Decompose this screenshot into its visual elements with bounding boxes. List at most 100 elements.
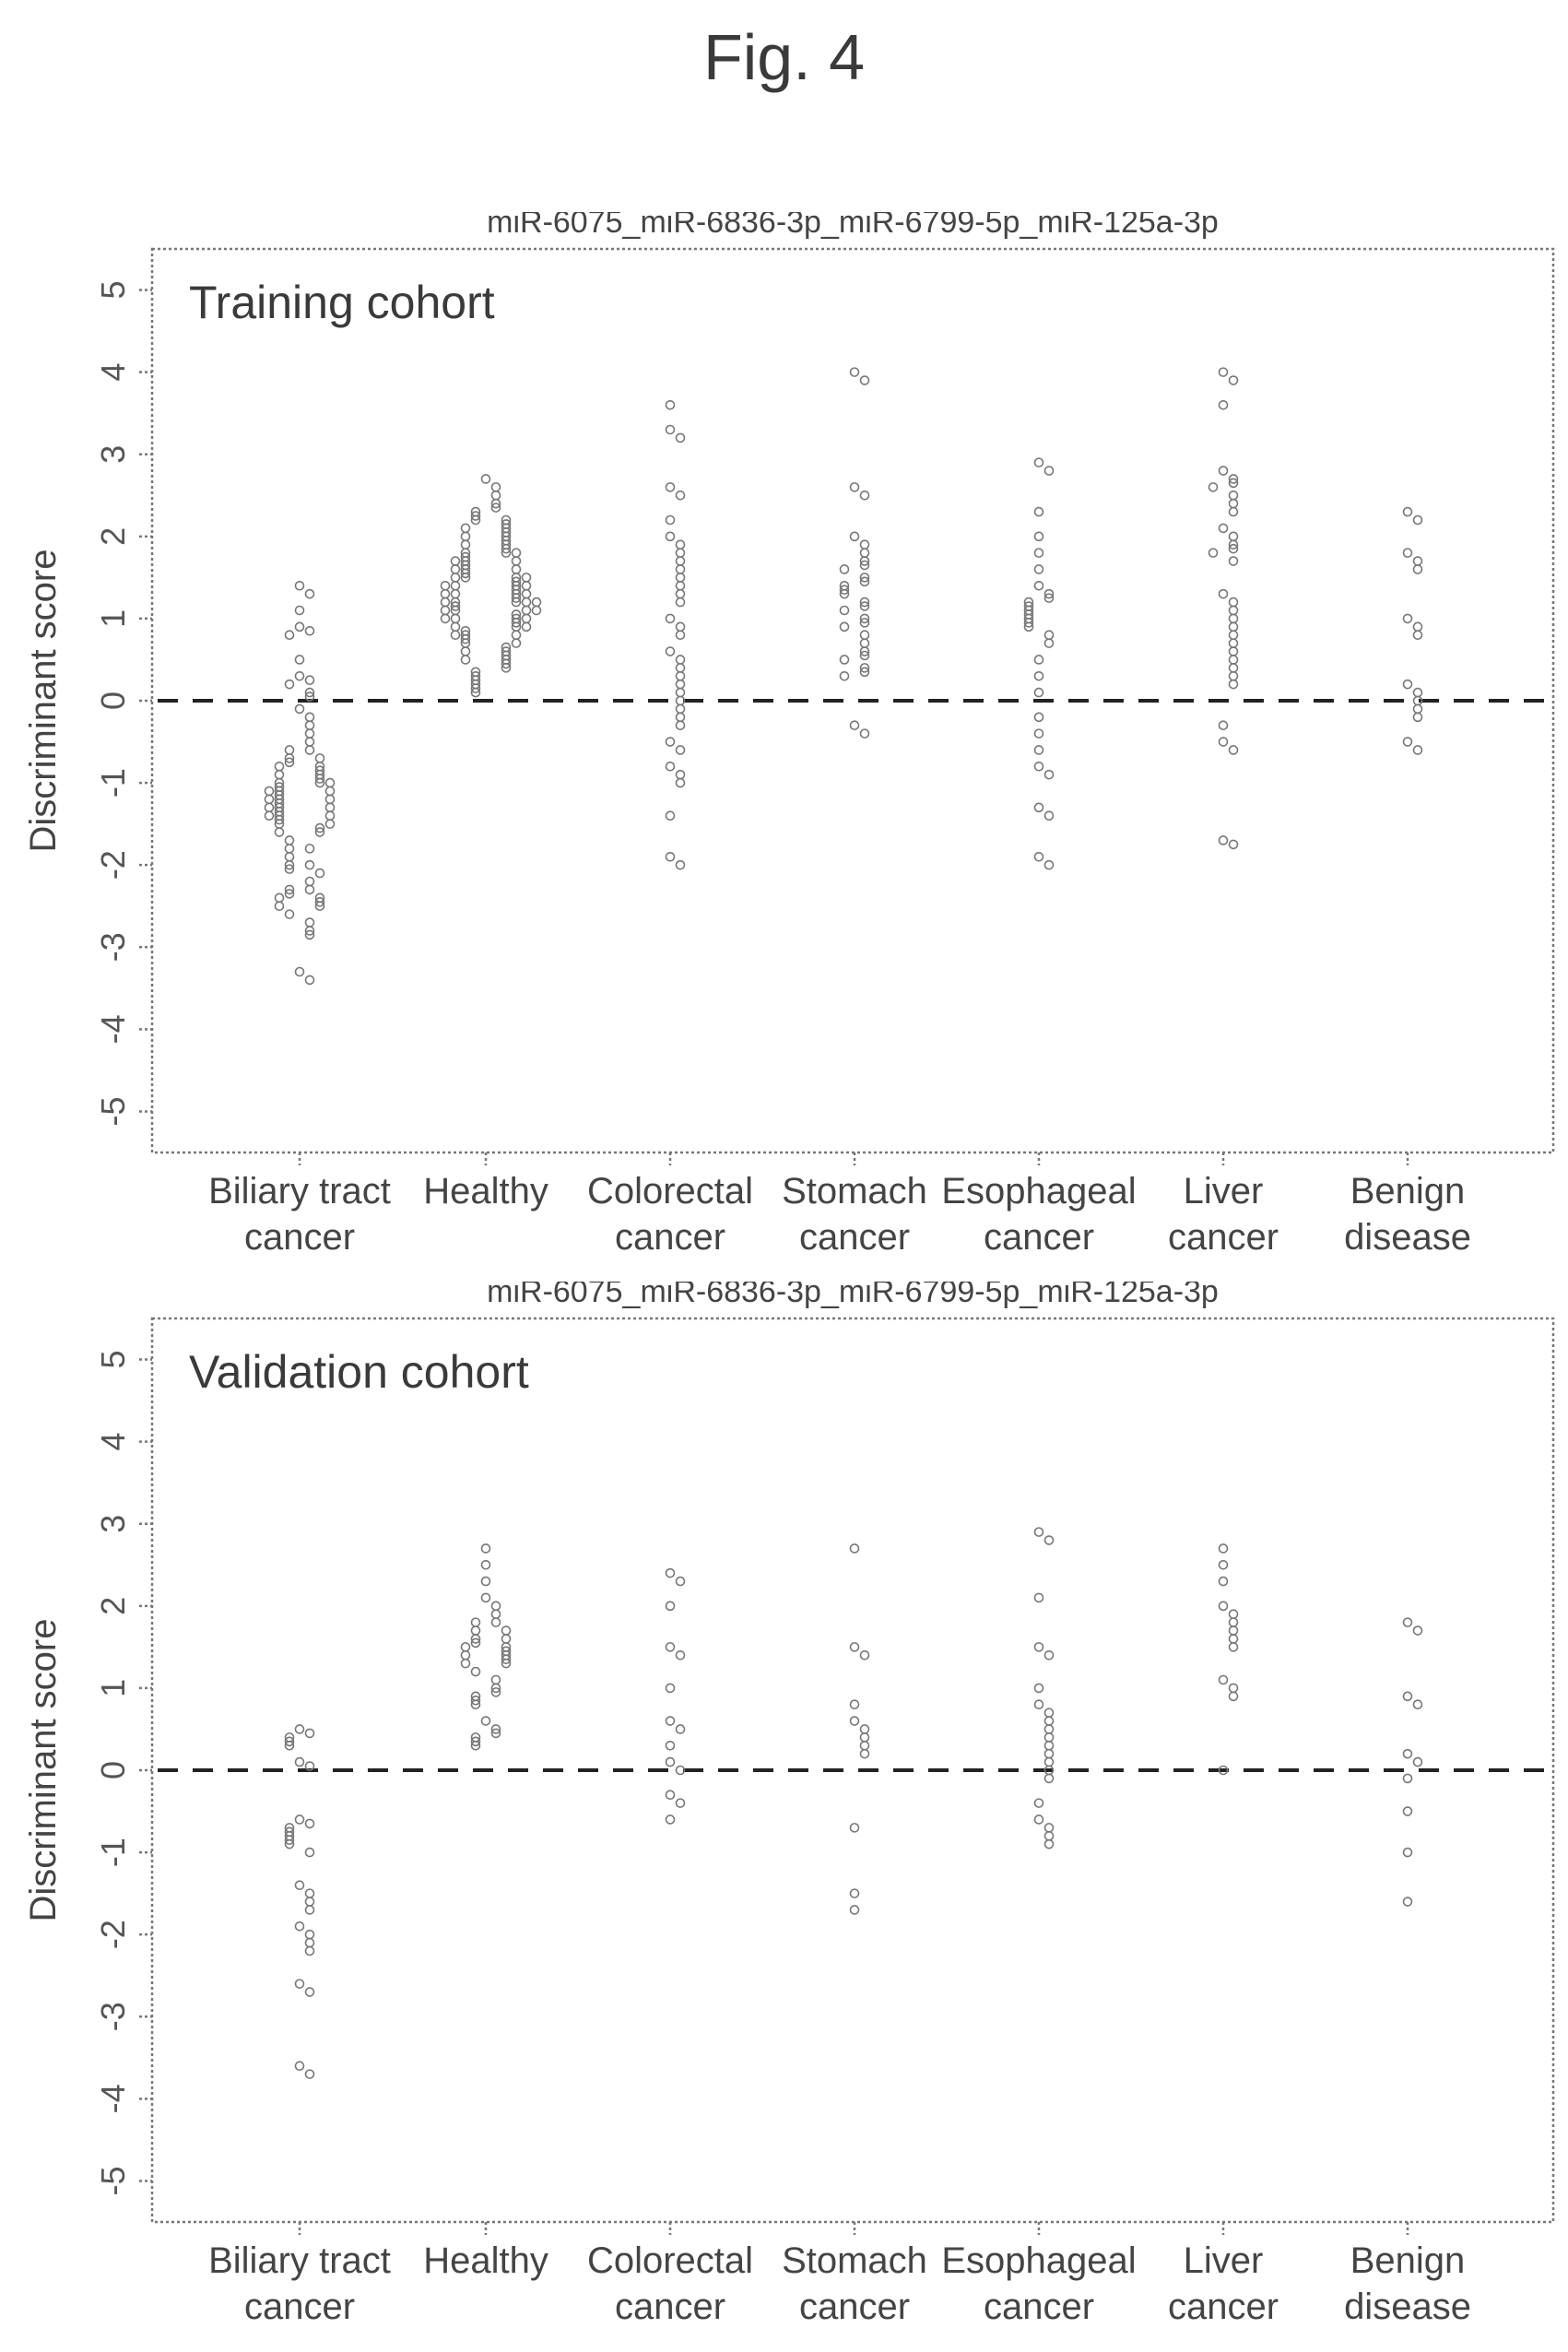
data-point: [324, 802, 336, 813]
data-point: [1228, 1625, 1239, 1636]
data-point: [490, 482, 501, 492]
data-point: [675, 580, 686, 591]
y-tick-label: -3: [94, 2002, 132, 2031]
data-point: [1228, 1691, 1239, 1702]
data-point: [859, 663, 870, 673]
data-point: [1228, 745, 1239, 755]
data-point: [440, 588, 451, 599]
data-point: [460, 655, 471, 665]
data-point: [304, 1945, 315, 1956]
data-point: [839, 588, 850, 599]
data-point: [1033, 1642, 1044, 1652]
data-point: [675, 745, 686, 755]
data-point: [859, 1740, 870, 1751]
data-point: [849, 482, 860, 492]
data-point: [859, 613, 870, 624]
data-point: [490, 1728, 501, 1739]
data-point: [304, 876, 315, 887]
data-point: [460, 523, 471, 534]
data-point: [294, 1979, 305, 1989]
data-point: [501, 543, 512, 554]
data-point: [314, 868, 325, 879]
y-tick-label: 5: [94, 1351, 132, 1369]
data-point: [324, 794, 336, 805]
data-point: [1043, 593, 1055, 603]
data-point: [284, 889, 295, 899]
data-point: [511, 638, 522, 648]
data-point: [324, 786, 336, 797]
data-point: [324, 810, 336, 821]
data-point: [304, 720, 315, 731]
x-category-label: cancer: [244, 2287, 355, 2327]
data-point: [314, 822, 325, 833]
data-point: [490, 1683, 501, 1694]
data-point: [859, 1732, 870, 1743]
data-point: [1228, 597, 1239, 608]
data-point: [1228, 1642, 1239, 1652]
data-point: [1043, 630, 1055, 641]
data-point: [294, 1814, 305, 1825]
chart-panel-validation: miR-6075_miR-6836-3p_miR-6799-5p_miR-125…: [23, 1282, 1555, 2327]
data-point: [859, 576, 870, 587]
data-point: [264, 810, 275, 821]
data-point: [675, 687, 686, 698]
data-point: [1228, 613, 1239, 624]
data-point: [665, 1716, 676, 1726]
data-point: [314, 774, 325, 784]
data-point: [521, 588, 532, 599]
y-tick-label: 3: [94, 445, 132, 464]
data-point: [274, 761, 285, 772]
data-point: [1033, 506, 1044, 517]
data-point: [1043, 1649, 1055, 1661]
data-point: [460, 568, 471, 579]
data-point: [450, 588, 461, 599]
data-point: [675, 1576, 686, 1587]
data-point: [665, 531, 676, 542]
data-point: [1033, 655, 1044, 665]
y-tick-label: 0: [94, 1761, 132, 1779]
y-tick-label: 1: [94, 609, 132, 628]
data-point: [470, 1695, 481, 1706]
data-point: [1412, 745, 1423, 755]
data-point: [1228, 543, 1239, 554]
data-point: [1033, 564, 1044, 574]
x-category-label: Benign: [1350, 1171, 1466, 1211]
data-point: [1033, 712, 1044, 723]
x-category-label: Healthy: [423, 2240, 548, 2281]
data-point: [665, 646, 676, 656]
data-point: [304, 588, 315, 599]
y-axis-label: Discriminant score: [23, 550, 64, 853]
y-tick-label: 0: [94, 691, 132, 710]
data-point: [1033, 580, 1044, 591]
data-point: [1412, 1756, 1423, 1767]
data-point: [849, 1905, 860, 1915]
x-category-label: Colorectal: [587, 2240, 753, 2281]
data-point: [470, 1736, 481, 1747]
data-point: [1043, 1535, 1055, 1545]
data-point: [450, 556, 461, 566]
data-point: [470, 511, 481, 521]
data-point: [849, 1699, 860, 1710]
data-point: [460, 539, 471, 550]
cohort-label: Validation cohort: [189, 1346, 529, 1398]
data-point: [1033, 802, 1044, 813]
data-point: [501, 658, 512, 669]
data-point: [665, 1756, 676, 1767]
data-point: [859, 1724, 870, 1734]
data-point: [501, 1625, 512, 1636]
data-point: [284, 1838, 295, 1850]
data-point: [1402, 679, 1413, 690]
data-point: [859, 597, 870, 608]
data-point: [490, 1609, 501, 1620]
data-point: [304, 1929, 315, 1940]
data-point: [1023, 621, 1034, 632]
data-point: [849, 531, 860, 542]
data-point: [675, 588, 686, 599]
plot-frame: [150, 247, 1555, 1154]
x-category-label: Liver: [1184, 1171, 1264, 1211]
data-point: [1033, 728, 1044, 739]
data-point: [490, 1687, 501, 1697]
data-point: [675, 548, 686, 558]
data-point: [675, 679, 686, 690]
data-point: [1228, 621, 1239, 632]
